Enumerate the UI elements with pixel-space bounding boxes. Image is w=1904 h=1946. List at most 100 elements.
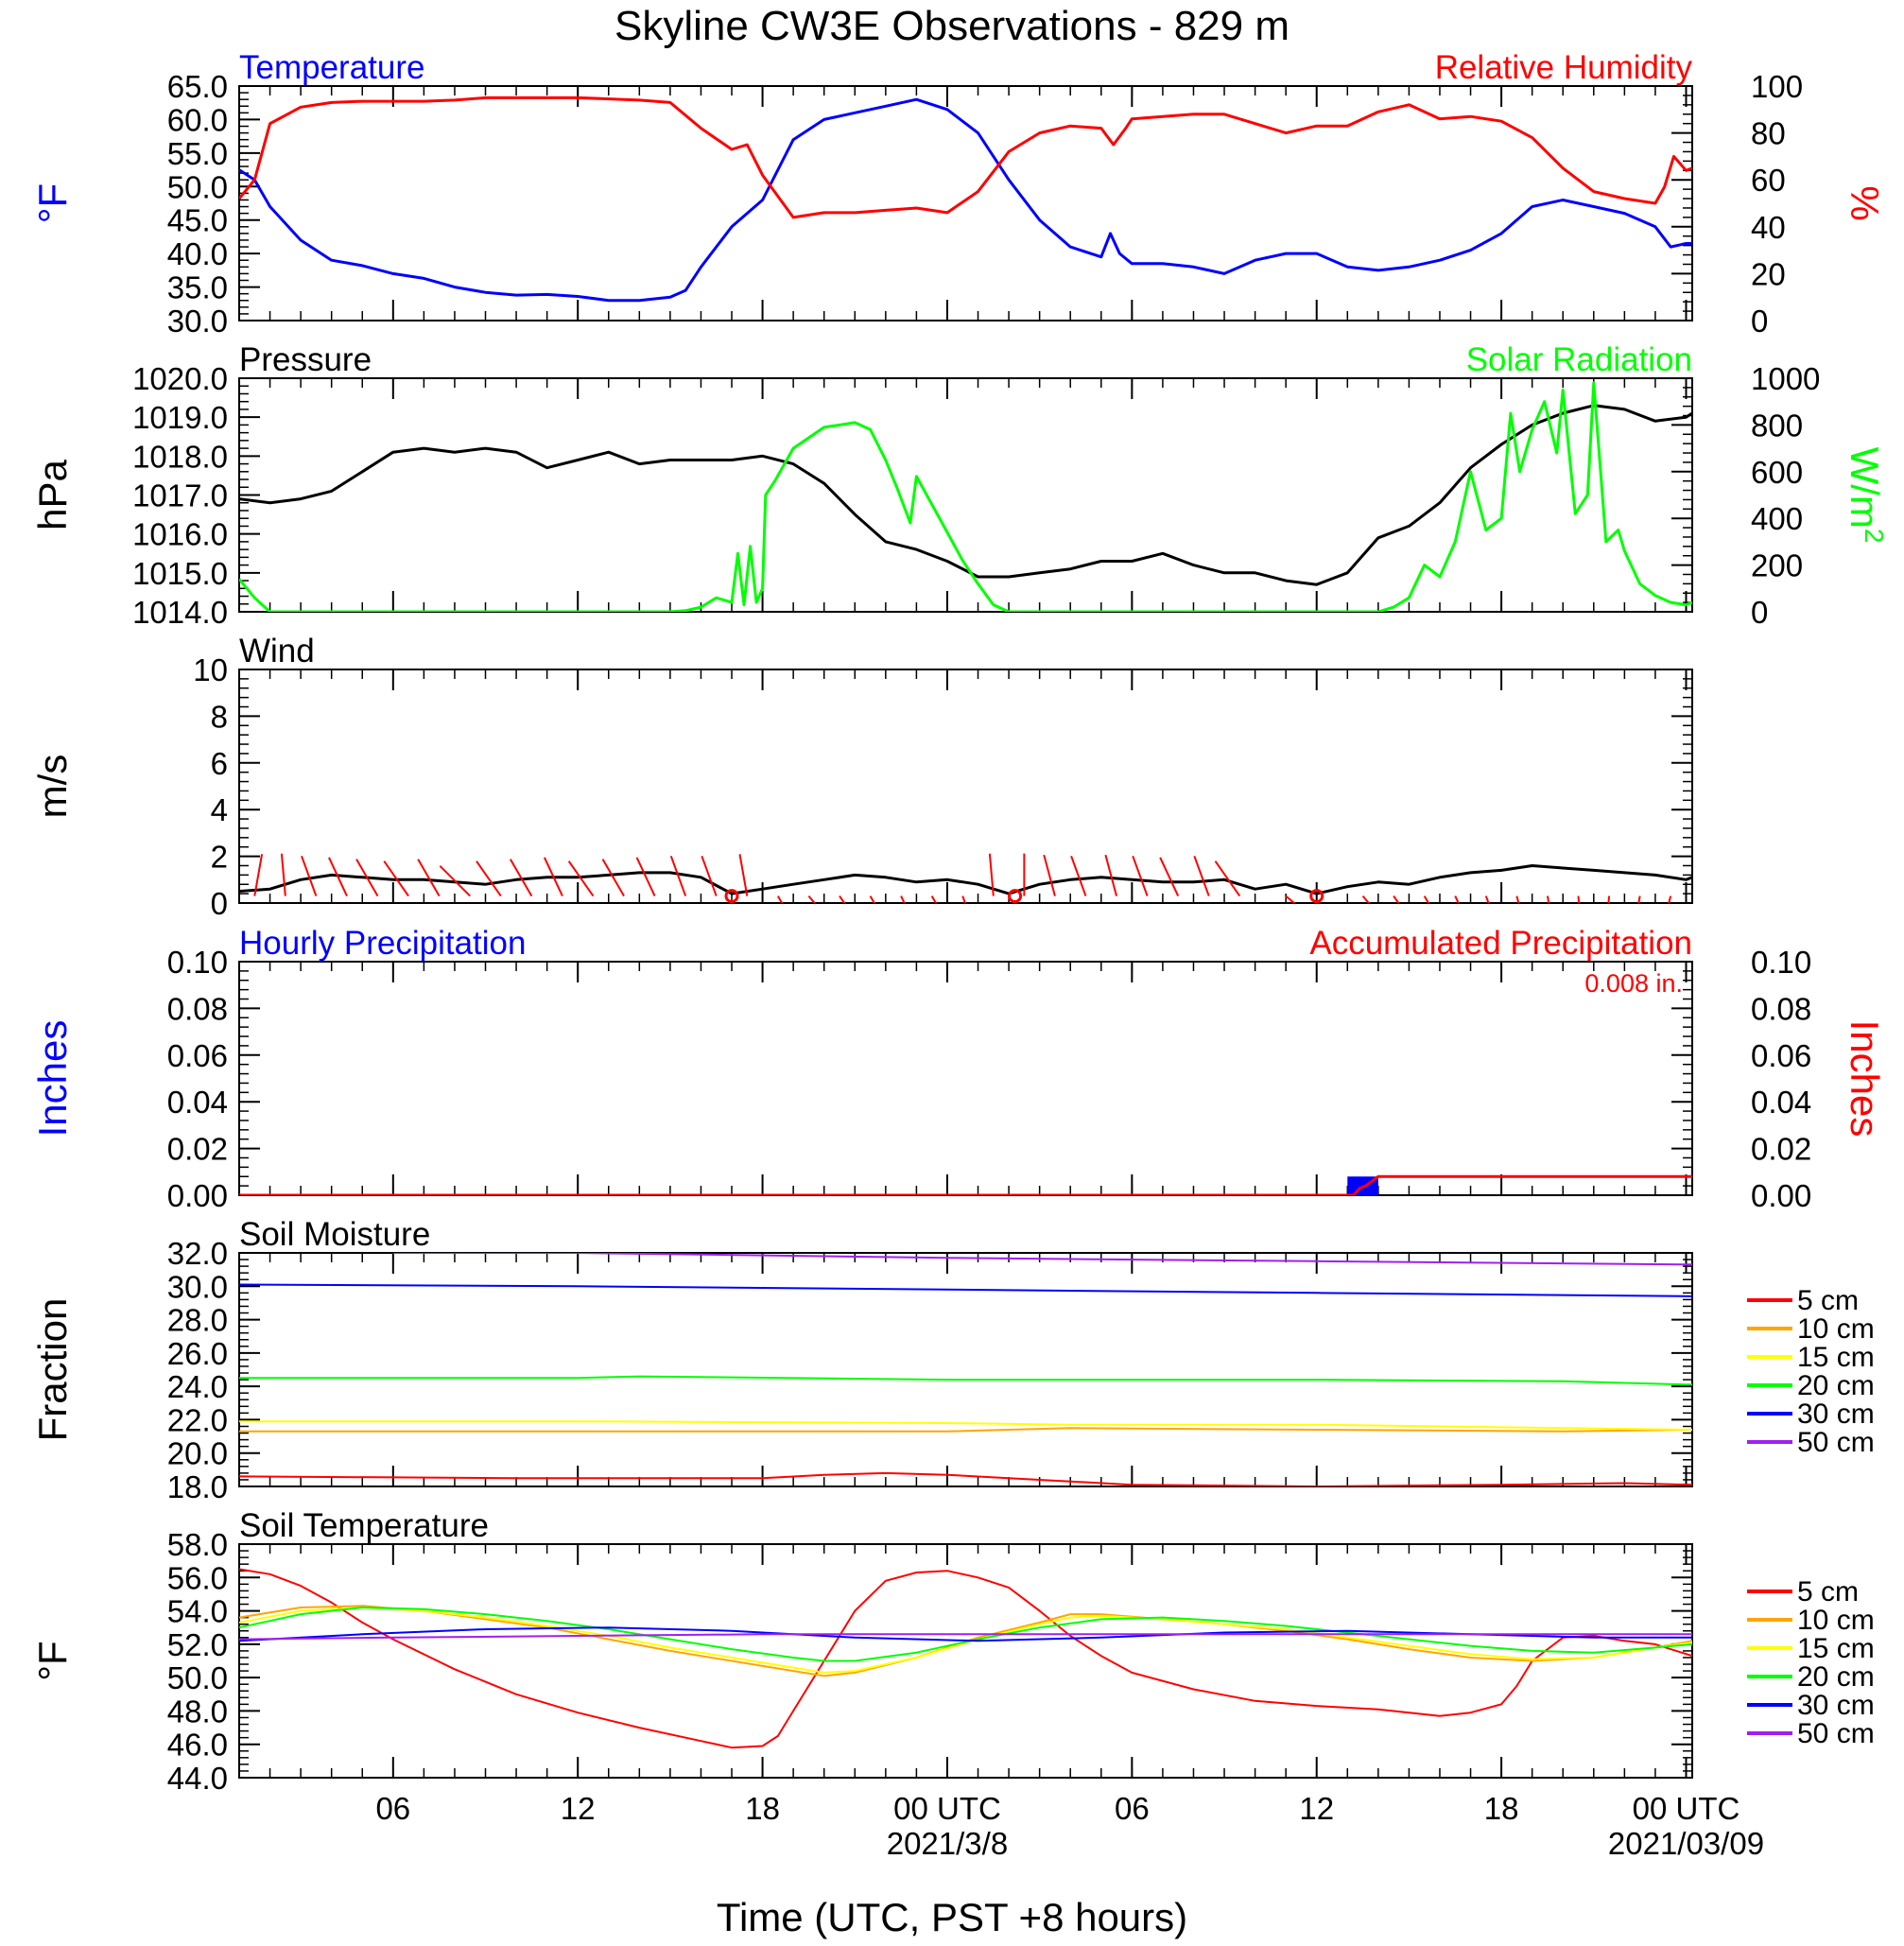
wind-barb — [476, 860, 502, 897]
wind-barb — [1043, 854, 1056, 896]
series-line-5-cm — [239, 1471, 1692, 1486]
wind-barb — [1454, 895, 1460, 903]
y-left-tick-label: 40.0 — [167, 236, 228, 271]
wind-barb — [301, 855, 318, 896]
series-line-50-cm — [239, 1633, 1692, 1641]
x-axis-title: Time (UTC, PST +8 hours) — [717, 1895, 1187, 1939]
wind-barb — [738, 854, 749, 896]
x-tick-label: 12 — [1299, 1791, 1334, 1826]
panel-frame — [238, 85, 1693, 321]
y-left-tick-label: 60.0 — [167, 102, 228, 137]
y-left-tick-label: 22.0 — [167, 1402, 228, 1437]
plot-area — [239, 1253, 1692, 1486]
plot-area — [239, 381, 1692, 612]
wind-barb — [776, 895, 784, 903]
y-left-tick-label: 30.0 — [167, 1269, 228, 1304]
y-right-tick-label: 40 — [1751, 210, 1786, 245]
wind-barb — [253, 854, 264, 896]
legend-label: 30 cm — [1797, 1399, 1875, 1430]
legend-label: 10 cm — [1797, 1605, 1875, 1636]
y-left-tick-label: 28.0 — [167, 1303, 228, 1338]
x-tick-label: 06 — [1115, 1791, 1150, 1826]
y-left-tick-label: 56.0 — [167, 1560, 228, 1595]
y-left-tick-label: 1014.0 — [132, 595, 228, 630]
y-right-tick-label: 20 — [1751, 256, 1786, 291]
wind-barb — [1214, 860, 1241, 897]
x-date-label: 2021/3/8 — [887, 1826, 1008, 1861]
y-left-tick-label: 35.0 — [167, 270, 228, 305]
wind-barb — [1668, 895, 1672, 903]
y-left-axis-label: Fraction — [30, 1298, 75, 1442]
series-line-30-cm — [239, 1283, 1692, 1297]
panel-5: 18.020.022.024.026.028.030.032.0 Soil Moi… — [30, 1216, 1875, 1504]
y-right-tick-label: 100 — [1751, 69, 1803, 104]
panels: 30.035.040.045.050.055.060.065.002040608… — [30, 49, 1890, 1861]
wind-barb — [930, 895, 938, 903]
y-right-tick-label: 0.10 — [1751, 945, 1811, 980]
y-right-tick-label: 60 — [1751, 163, 1786, 198]
y-right-axis-label: Inches — [1843, 1020, 1887, 1138]
y-left-tick-label: 0.10 — [167, 945, 228, 980]
series-line-solar-radiation — [239, 381, 1692, 612]
y-left-tick-label: 26.0 — [167, 1336, 228, 1371]
panel-left-title: Wind — [239, 633, 315, 669]
panel-left-title: Temperature — [239, 49, 424, 86]
wind-barb — [1393, 895, 1400, 903]
y-left-tick-label: 52.0 — [167, 1627, 228, 1662]
wind-barb — [900, 895, 906, 903]
y-right-tick-label: 1000 — [1751, 361, 1820, 396]
panel-left-title: Soil Temperature — [239, 1507, 489, 1544]
series-line-50-cm — [392, 1253, 1692, 1266]
wind-barb — [1361, 895, 1371, 903]
panel-right-title: Relative Humidity — [1435, 49, 1693, 86]
x-date-label: 2021/03/09 — [1608, 1826, 1764, 1861]
wind-barb — [601, 859, 625, 897]
panel-1: 30.035.040.045.050.055.060.065.0 0 20 40 60 8… — [30, 49, 1887, 339]
wind-barb — [807, 895, 816, 903]
series-line-10-cm — [239, 1427, 1692, 1433]
y-right-tick-label: 0.00 — [1751, 1178, 1811, 1213]
wind-barb — [567, 860, 595, 897]
y-left-tick-label: 1017.0 — [132, 478, 228, 513]
y-right-tick-label: 400 — [1751, 501, 1803, 536]
y-left-tick-label: 2 — [211, 840, 228, 875]
panel-right-title: Accumulated Precipitation — [1309, 925, 1692, 962]
legend-label: 20 cm — [1797, 1370, 1875, 1401]
y-left-tick-label: 6 — [211, 746, 228, 781]
y-left-tick-label: 50.0 — [167, 1660, 228, 1695]
wind-barb — [1104, 854, 1118, 896]
y-left-tick-label: 0.06 — [167, 1038, 228, 1073]
x-tick-label: 00 UTC — [1633, 1791, 1740, 1826]
y-left-tick-label: 1015.0 — [132, 556, 228, 591]
legend-label: 15 cm — [1797, 1342, 1875, 1373]
panel-left-title: Soil Moisture — [239, 1216, 430, 1253]
y-right-tick-label: 0 — [1751, 595, 1768, 630]
y-left-tick-label: 45.0 — [167, 203, 228, 238]
legend-label: 5 cm — [1797, 1285, 1859, 1316]
legend-label: 50 cm — [1797, 1427, 1875, 1458]
series-line-20-cm — [239, 1607, 1692, 1662]
wind-barb — [839, 895, 846, 903]
panel-frame — [238, 1543, 1693, 1779]
wind-barb — [961, 895, 967, 903]
y-left-tick-label: 24.0 — [167, 1369, 228, 1404]
y-left-axis-label: °F — [30, 183, 75, 223]
calm-wind-marker — [1309, 889, 1324, 903]
y-left-tick-label: 20.0 — [167, 1436, 228, 1471]
wind-barb — [543, 857, 563, 897]
series-line-accumulated-precipitation — [239, 1174, 1692, 1195]
y-left-tick-label: 4 — [211, 792, 228, 827]
y-right-tick-label: 80 — [1751, 116, 1786, 151]
x-tick-label: 18 — [1484, 1791, 1519, 1826]
y-left-tick-label: 0.00 — [167, 1178, 228, 1213]
y-right-axis-label: % — [1843, 185, 1887, 220]
legend-label: 30 cm — [1797, 1690, 1875, 1721]
wind-barb — [1423, 895, 1430, 903]
y-left-tick-label: 54.0 — [167, 1594, 228, 1629]
y-left-tick-label: 1019.0 — [132, 400, 228, 435]
y-right-tick-label: 0 — [1751, 304, 1768, 339]
superscript: 2 — [1861, 529, 1890, 544]
y-left-tick-label: 48.0 — [167, 1694, 228, 1729]
series-line-20-cm — [239, 1375, 1692, 1386]
series-line-temperature — [239, 97, 1692, 303]
